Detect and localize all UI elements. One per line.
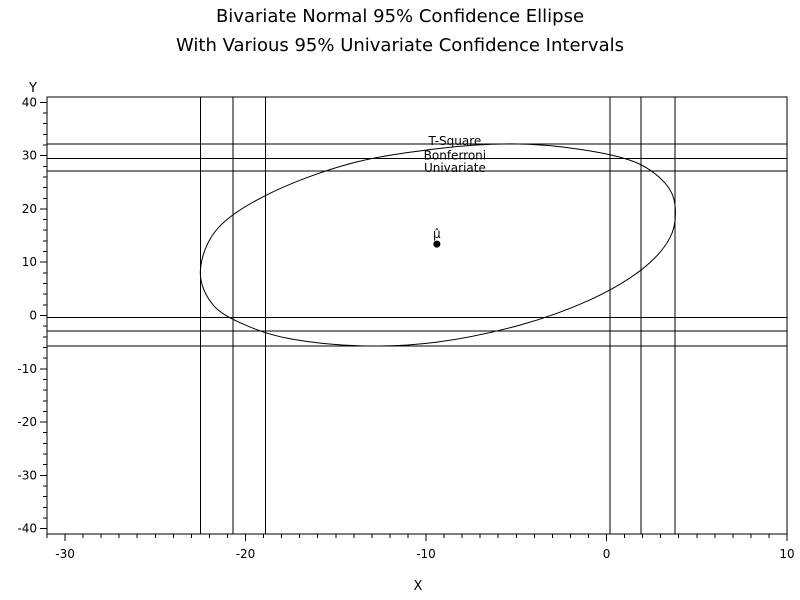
mean-point bbox=[433, 240, 441, 248]
y-tick-label: -30 bbox=[17, 468, 37, 482]
plot-frame bbox=[46, 96, 788, 535]
x-tick-label: -30 bbox=[55, 547, 75, 561]
ellipse-layer: μ̂ bbox=[199, 143, 676, 347]
y-tick-label: 20 bbox=[22, 202, 37, 216]
x-axis-label: X bbox=[414, 579, 423, 594]
y-tick-label: -10 bbox=[17, 362, 37, 376]
x-tick-label: -10 bbox=[416, 547, 436, 561]
y-tick-label: 10 bbox=[22, 255, 37, 269]
annotation-bonferroni: Bonferroni bbox=[424, 148, 486, 162]
annotation-univariate: Univariate bbox=[424, 161, 486, 175]
interval-lines bbox=[47, 97, 787, 534]
x-tick-label: 10 bbox=[779, 547, 794, 561]
x-tick-label: -20 bbox=[236, 547, 256, 561]
chart-title-line-2: With Various 95% Univariate Confidence I… bbox=[176, 35, 624, 56]
mean-label: μ̂ bbox=[433, 227, 441, 241]
axes: -30 -20 -10 0 10 -40 -30 -20 -10 0 10 20 30 40 bbox=[17, 95, 794, 561]
annotation-t-square: T-Square bbox=[427, 134, 481, 148]
y-tick-label: 0 bbox=[29, 309, 37, 323]
y-tick-label: 30 bbox=[22, 149, 37, 163]
y-axis-label: Y bbox=[28, 81, 37, 96]
confidence-ellipse bbox=[199, 143, 676, 347]
x-tick-label: 0 bbox=[603, 547, 611, 561]
y-tick-label: 40 bbox=[22, 95, 37, 109]
y-tick-label: -40 bbox=[17, 522, 37, 536]
chart-title-line-1: Bivariate Normal 95% Confidence Ellipse bbox=[216, 6, 584, 27]
y-tick-label: -20 bbox=[17, 415, 37, 429]
